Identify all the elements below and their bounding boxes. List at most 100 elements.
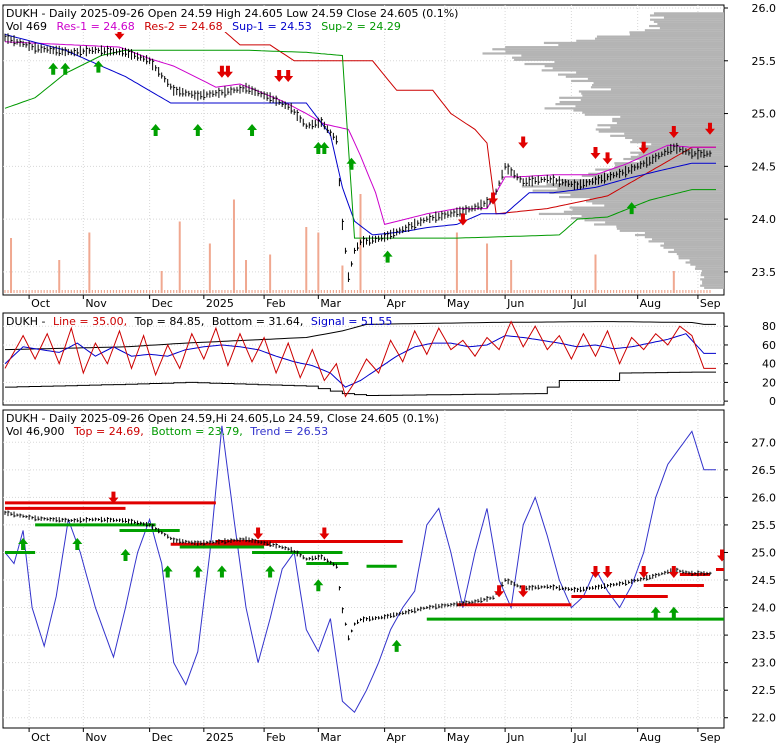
profile-bar — [544, 107, 724, 110]
down-arrow-icon — [602, 566, 613, 579]
volume-bar — [28, 290, 30, 293]
profile-bar — [561, 181, 724, 184]
volume-bar — [631, 290, 633, 293]
volume-bar — [200, 290, 202, 293]
volume-bar — [468, 290, 470, 293]
volume-bar — [603, 290, 606, 293]
volume-bar — [384, 290, 386, 293]
profile-bar — [556, 179, 724, 182]
volume-bar — [498, 290, 500, 293]
volume-bar — [543, 290, 545, 293]
x-tick-label: May — [447, 731, 470, 744]
osc-top: Top = 84.85, — [134, 315, 205, 328]
legend-vol: Vol 469 — [6, 20, 47, 33]
down-arrow-icon — [668, 566, 679, 579]
volume-bar — [82, 290, 84, 293]
signal-arrows — [48, 27, 715, 263]
profile-bar — [700, 278, 724, 281]
y-tick-label: 24.0 — [752, 602, 777, 615]
volume-bar — [326, 290, 328, 293]
profile-bar — [581, 214, 724, 218]
profile-bar — [594, 37, 724, 40]
profile-bar — [649, 24, 724, 28]
volume-bar — [133, 290, 136, 293]
profile-bar — [678, 257, 724, 260]
x-tick-label: Jul — [572, 731, 586, 744]
volume-bar — [528, 290, 530, 293]
volume-profile — [482, 12, 724, 289]
volume-bar — [670, 290, 672, 293]
volume-bar — [423, 290, 425, 293]
profile-bar — [653, 20, 724, 23]
volume-bar — [308, 290, 310, 293]
profile-bar — [532, 189, 724, 192]
profile-bar — [623, 157, 724, 161]
profile-bar — [592, 84, 724, 87]
volume-bar — [158, 290, 160, 293]
up-arrow-icon — [650, 606, 661, 619]
down-arrow-icon — [704, 122, 715, 135]
down-arrow-icon — [590, 147, 601, 160]
volume-bar — [371, 290, 374, 293]
profile-bar — [610, 88, 724, 91]
profile-bar — [694, 267, 724, 270]
volume-bar — [197, 290, 199, 293]
volume-bar — [390, 290, 392, 293]
volume-bar — [697, 290, 699, 293]
down-arrow-icon — [108, 491, 119, 504]
volume-bar — [682, 290, 684, 293]
oscillator-panel: 0 20 40 60 80 DUKH - Line = 35.00, Top = 84.… — [2, 312, 776, 408]
volume-bar — [215, 290, 217, 293]
volume-bar — [79, 290, 81, 293]
volume-bar — [85, 290, 87, 293]
volume-bar — [13, 290, 15, 293]
down-arrow-icon — [717, 549, 724, 562]
volume-bar — [344, 290, 347, 293]
up-arrow-icon — [120, 548, 131, 561]
y-tick-label: 25.5 — [752, 55, 777, 68]
x-tick-label: Aug — [640, 731, 661, 744]
profile-bar — [653, 12, 724, 15]
down-arrow-icon — [114, 27, 125, 40]
x-tick-label: Mar — [320, 731, 341, 744]
profile-bar — [704, 286, 724, 289]
profile-bar — [614, 166, 724, 169]
profile-bar — [558, 73, 724, 76]
volume-bar — [185, 290, 187, 293]
down-arrow-icon — [494, 585, 505, 598]
volume-bar — [338, 290, 341, 293]
x-tick-label: Dec — [152, 297, 173, 310]
profile-bar — [569, 206, 724, 209]
volume-bar — [435, 290, 437, 293]
volume-bar — [149, 290, 151, 293]
volume-bar — [350, 290, 353, 293]
volume-spike — [88, 232, 91, 293]
res1-line — [4, 41, 716, 226]
volume-bar — [618, 290, 621, 293]
profile-bar — [612, 119, 724, 123]
profile-bar — [541, 69, 724, 72]
volume-bar — [34, 290, 36, 293]
volume-bar — [31, 290, 33, 293]
volume-bar — [314, 290, 316, 293]
profile-bar — [629, 31, 724, 34]
volume-bar — [477, 290, 479, 293]
up-arrow-icon — [626, 202, 637, 215]
down-arrow-icon — [319, 527, 330, 540]
x-tick-label: Nov — [85, 731, 107, 744]
volume-bar — [109, 290, 112, 293]
volume-bar — [640, 290, 642, 293]
volume-bar — [67, 290, 69, 293]
profile-bar — [594, 223, 724, 226]
profile-bar — [616, 122, 724, 125]
volume-bar — [579, 290, 582, 293]
profile-bar — [575, 105, 724, 108]
volume-bar — [118, 290, 121, 293]
volume-bar — [537, 290, 539, 293]
volume-bar — [76, 290, 78, 293]
volume-bar — [688, 290, 690, 293]
volume-bar — [167, 290, 169, 293]
trend-panel: 22.0 22.5 23.0 23.5 24.0 24.5 25.0 25.5 26.0 26.5… — [2, 409, 777, 744]
volume-bar — [405, 290, 407, 293]
volume-bar — [399, 290, 401, 293]
